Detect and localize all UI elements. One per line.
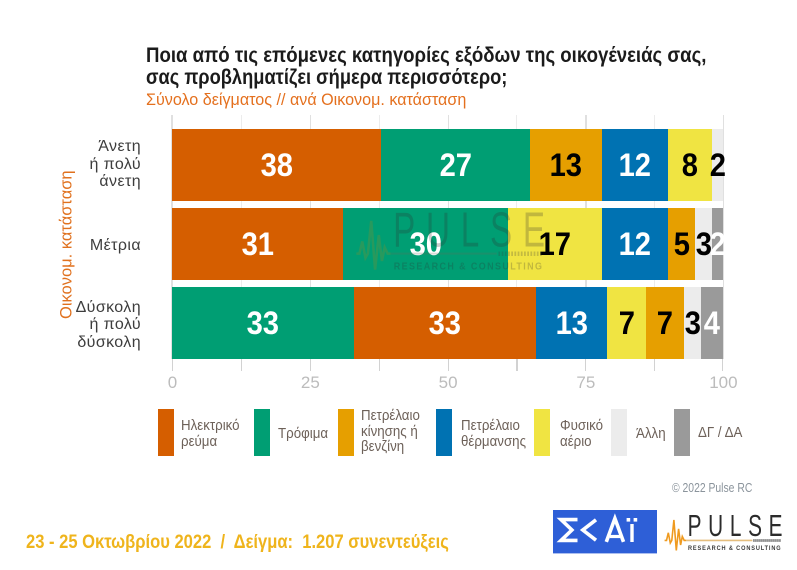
svg-text:PULSE: PULSE (393, 202, 556, 257)
svg-text:PULSE: PULSE (688, 508, 790, 543)
svg-text:RESEARCH & CONSULTING: RESEARCH & CONSULTING (394, 261, 544, 272)
svg-text:RESEARCH & CONSULTING: RESEARCH & CONSULTING (688, 545, 782, 552)
svg-text:Οικονομ. κατάσταση: Οικονομ. κατάσταση (58, 170, 76, 319)
